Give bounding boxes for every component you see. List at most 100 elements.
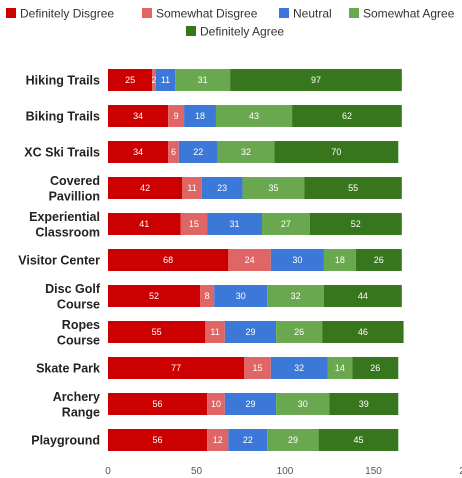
bar-segment-hiking-trails-somewhat-disgree	[152, 69, 156, 91]
bar-segment-biking-trails-neutral	[184, 105, 216, 127]
data-label: 52	[351, 219, 361, 229]
legend-swatch-neutral	[279, 8, 289, 18]
category-label-experiential-classroom: Experiential Classroom	[29, 210, 100, 240]
legend-label-somewhat-disgree: Somewhat Disgree	[156, 7, 258, 21]
x-tick-label: 0	[105, 466, 111, 477]
data-label: 22	[193, 147, 203, 157]
data-label: 32	[241, 147, 251, 157]
bar-segment-hiking-trails-definitely-agree	[230, 69, 402, 91]
bar-segment-archery-range-neutral	[224, 393, 277, 415]
bar-segment-skate-park-somewhat-agree	[327, 357, 353, 379]
data-label: 31	[230, 219, 240, 229]
bar-segment-visitor-center-definitely-agree	[355, 249, 402, 271]
bar-segment-archery-range-definitely-agree	[329, 393, 399, 415]
bar-segment-skate-park-neutral	[270, 357, 328, 379]
data-label: 41	[139, 219, 149, 229]
bar-segment-skate-park-definitely-disgree	[108, 357, 245, 379]
data-label: 56	[153, 399, 163, 409]
category-labels: Hiking Trails Biking Trails XC Ski Trails C…	[18, 74, 101, 448]
data-label: 15	[189, 219, 199, 229]
data-label: 26	[294, 327, 304, 337]
data-label: 29	[245, 399, 255, 409]
data-label: 62	[342, 111, 352, 121]
bar-segment-skate-park-definitely-agree	[352, 357, 399, 379]
bar-segment-disc-golf-course-somewhat-agree	[267, 285, 324, 307]
data-label: 97	[311, 75, 321, 85]
category-label-ropes-course: Ropes Course	[57, 318, 100, 348]
bar-segment-experiential-classroom-definitely-disgree	[108, 213, 181, 235]
bar-segment-playground-definitely-disgree	[108, 429, 208, 451]
data-label: 8	[205, 291, 210, 301]
bar-segment-playground-definitely-agree	[318, 429, 399, 451]
bar-segment-biking-trails-somewhat-agree	[215, 105, 293, 127]
bar-segment-experiential-classroom-neutral	[207, 213, 262, 235]
data-label: 22	[243, 435, 253, 445]
category-label-skate-park: Skate Park	[36, 362, 100, 376]
bar-segment-playground-somewhat-disgree	[207, 429, 229, 451]
legend-label-definitely-disgree: Definitely Disgree	[20, 7, 114, 21]
bar-segment-visitor-center-somewhat-disgree	[228, 249, 271, 271]
bar-segment-covered-pavillion-somewhat-agree	[242, 177, 305, 199]
bar-segment-archery-range-somewhat-disgree	[207, 393, 225, 415]
category-label-archery-range: Archery Range	[53, 390, 100, 420]
bar-segment-hiking-trails-neutral	[155, 69, 176, 91]
category-label-hiking-trails: Hiking Trails	[26, 74, 100, 88]
bar-segment-disc-golf-course-somewhat-disgree	[200, 285, 215, 307]
data-label: 27	[281, 219, 291, 229]
data-label: 39	[359, 399, 369, 409]
x-tick-label: 2	[459, 466, 462, 477]
bar-segment-visitor-center-neutral	[270, 249, 324, 271]
data-label: 42	[140, 183, 150, 193]
data-label: 24	[245, 255, 255, 265]
legend-swatch-somewhat-agree	[349, 8, 359, 18]
bar-segment-xc-ski-trails-somewhat-agree	[217, 141, 275, 163]
data-label: 34	[133, 147, 143, 157]
bar-segment-playground-neutral	[228, 429, 268, 451]
data-label: 35	[268, 183, 278, 193]
data-label: 6	[171, 147, 176, 157]
bar-segment-hiking-trails-definitely-disgree	[108, 69, 153, 91]
legend-label-somewhat-agree: Somewhat Agree	[363, 7, 455, 21]
data-label: 43	[249, 111, 259, 121]
data-label: 32	[294, 363, 304, 373]
bar-segment-biking-trails-somewhat-disgree	[168, 105, 185, 127]
data-label: 52	[149, 291, 159, 301]
data-label: 56	[153, 435, 163, 445]
data-label: 31	[198, 75, 208, 85]
data-label: 14	[335, 363, 345, 373]
x-axis: 0 50 100 150 2	[105, 466, 462, 477]
category-label-visitor-center: Visitor Center	[18, 254, 100, 268]
bar-segment-covered-pavillion-neutral	[201, 177, 243, 199]
data-label: 11	[187, 183, 196, 193]
legend-label-neutral: Neutral	[293, 7, 332, 21]
bar-segment-visitor-center-somewhat-agree	[323, 249, 356, 271]
data-label: 2	[152, 75, 157, 85]
category-label-xc-ski-trails: XC Ski Trails	[24, 146, 100, 160]
bar-segment-biking-trails-definitely-agree	[292, 105, 402, 127]
bar-segment-covered-pavillion-somewhat-disgree	[182, 177, 202, 199]
data-label: 25	[125, 75, 135, 85]
legend-swatch-somewhat-disgree	[142, 8, 152, 18]
bar-segment-visitor-center-definitely-disgree	[108, 249, 229, 271]
data-label: 68	[163, 255, 173, 265]
legend: Definitely Disgree Somewhat Disgree Neutra…	[6, 7, 455, 39]
data-label: 77	[171, 363, 181, 373]
bar-segment-archery-range-somewhat-agree	[276, 393, 330, 415]
bar-segment-disc-golf-course-definitely-disgree	[108, 285, 201, 307]
bar-segment-hiking-trails-somewhat-agree	[175, 69, 231, 91]
bar-segment-xc-ski-trails-definitely-agree	[274, 141, 399, 163]
data-label: 29	[288, 435, 298, 445]
data-label: 26	[370, 363, 380, 373]
data-label: 18	[335, 255, 345, 265]
data-label: 11	[161, 75, 170, 85]
bar-segment-ropes-course-somewhat-agree	[276, 321, 323, 343]
data-label: 18	[195, 111, 205, 121]
bar-segment-disc-golf-course-neutral	[214, 285, 268, 307]
data-label: 30	[292, 255, 302, 265]
bar-segment-xc-ski-trails-somewhat-disgree	[168, 141, 179, 163]
bar-segment-covered-pavillion-definitely-agree	[304, 177, 402, 199]
bar-segment-ropes-course-definitely-agree	[322, 321, 404, 343]
x-tick-label: 150	[365, 466, 382, 477]
